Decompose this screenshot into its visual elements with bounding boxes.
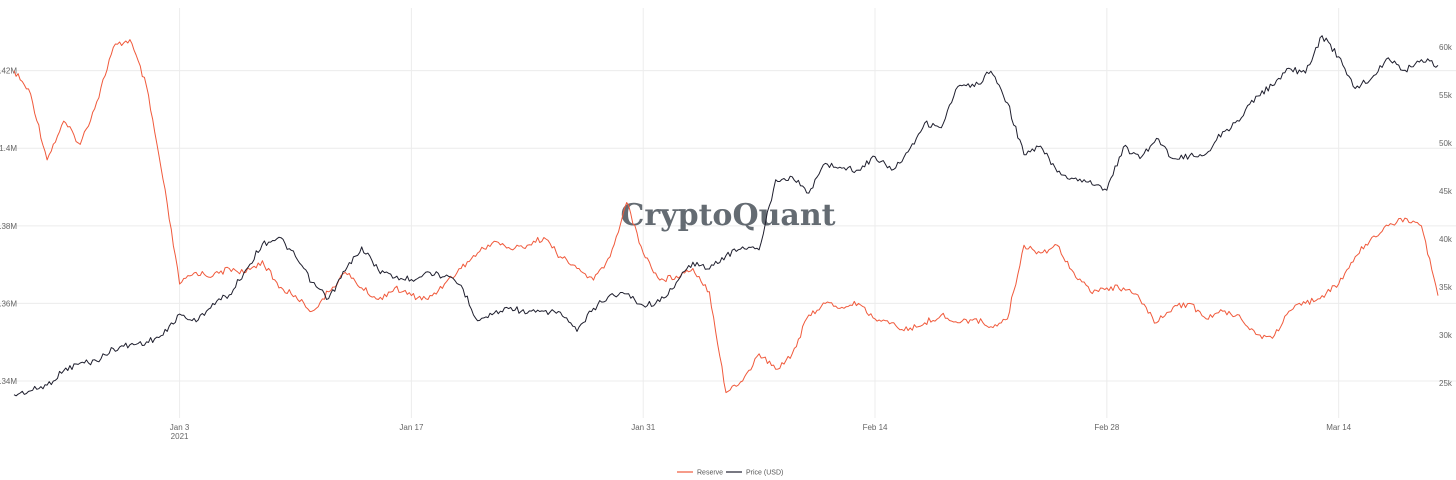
x-tick-label: Jan 17: [399, 423, 424, 432]
y-right-tick-label: 25k: [1439, 379, 1453, 388]
y-right-tick-label: 40k: [1439, 235, 1453, 244]
y-right-tick-label: 60k: [1439, 43, 1453, 52]
x-tick-label: Jan 31: [631, 423, 656, 432]
y-right-tick-label: 35k: [1439, 283, 1453, 292]
legend-label-price: Price (USD): [746, 470, 783, 477]
x-year-label: 2021: [171, 432, 189, 441]
y-left-tick-label: 1.36M: [0, 299, 17, 308]
series-line-price: [13, 35, 1439, 397]
y-right-tick-label: 30k: [1439, 331, 1453, 340]
y-right-tick-label: 55k: [1439, 91, 1453, 100]
x-tick-label: Feb 28: [1094, 423, 1119, 432]
legend: Reserve Price (USD): [677, 470, 783, 477]
x-tick-label: Jan 3: [170, 423, 190, 432]
x-tick-label: Mar 14: [1326, 423, 1351, 432]
grid-lines: [0, 8, 1456, 418]
legend-label-reserve: Reserve: [697, 470, 723, 477]
y-axis-right: 25k 30k 35k 40k 45k 50k 55k 60k: [1439, 43, 1453, 388]
watermark-logo: CryptoQuant: [620, 198, 835, 233]
y-axis-left: 1.34M 1.36M 1.38M 1.4M 1.42M: [0, 67, 17, 386]
y-left-tick-label: 1.38M: [0, 222, 17, 231]
series-line-reserve: [13, 39, 1439, 394]
y-right-tick-label: 45k: [1439, 187, 1453, 196]
y-left-tick-label: 1.42M: [0, 67, 17, 76]
x-tick-label: Feb 14: [863, 423, 888, 432]
y-left-tick-label: 1.4M: [0, 144, 17, 153]
series-lines: [13, 35, 1439, 397]
y-left-tick-label: 1.34M: [0, 377, 17, 386]
y-right-tick-label: 50k: [1439, 139, 1453, 148]
